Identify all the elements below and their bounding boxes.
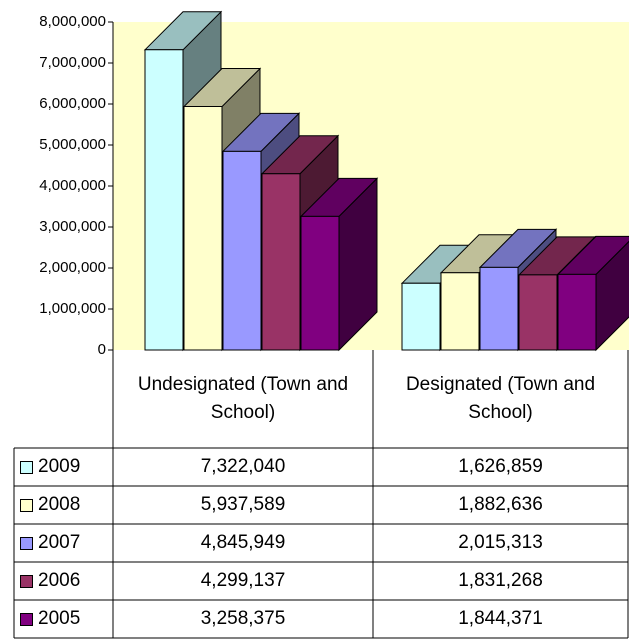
legend-label: 2006 — [38, 570, 81, 591]
bar-front — [222, 150, 262, 351]
legend-entry: 2007 — [14, 524, 113, 562]
bar-front — [518, 274, 558, 351]
table-value: 4,845,949 — [200, 532, 286, 553]
table-value: 1,626,859 — [458, 456, 543, 477]
legend-entry: 2006 — [14, 562, 113, 600]
table-value: 5,937,589 — [200, 494, 286, 515]
bar — [556, 235, 629, 352]
y-tick-label: 6,000,000 — [39, 95, 106, 112]
category-header: Undesignated (Town and School) — [137, 374, 349, 423]
bar-front — [183, 106, 223, 351]
legend-swatch — [20, 574, 33, 588]
y-tick-label: 1,000,000 — [39, 300, 106, 317]
table-value: 4,299,137 — [200, 570, 286, 591]
legend-label: 2008 — [38, 494, 81, 515]
y-tick-label: 7,000,000 — [39, 54, 106, 71]
legend-label: 2009 — [38, 456, 81, 477]
legend-label: 2007 — [38, 532, 81, 553]
bar-front — [401, 282, 441, 351]
y-tick-label: 2,000,000 — [39, 259, 106, 276]
bar-front — [261, 173, 301, 351]
table-value: 2,015,313 — [458, 532, 543, 553]
legend-entry: 2008 — [14, 486, 113, 524]
y-tick-label: 3,000,000 — [39, 218, 106, 235]
bar-front — [479, 266, 519, 351]
bar-front — [300, 215, 340, 351]
bar-front — [440, 272, 480, 351]
y-tick-label: 4,000,000 — [39, 177, 106, 194]
y-tick-label: 0 — [98, 341, 106, 358]
legend-swatch — [20, 460, 33, 474]
legend-swatch — [20, 498, 33, 512]
category-header: Designated (Town and School) — [405, 374, 596, 423]
legend-label: 2005 — [38, 608, 81, 629]
table-value: 1,882,636 — [458, 494, 543, 515]
table-value: 3,258,375 — [200, 608, 286, 629]
bar-front — [557, 273, 597, 351]
table-value: 1,831,268 — [458, 570, 543, 591]
table-value: 1,844,371 — [458, 608, 543, 629]
legend-entry: 2009 — [14, 448, 113, 486]
bar-front — [144, 49, 184, 351]
bar — [299, 177, 379, 352]
legend-entry: 2005 — [14, 600, 113, 638]
table-value: 7,322,040 — [200, 456, 286, 477]
legend-swatch — [20, 612, 33, 626]
legend-swatch — [20, 536, 33, 550]
y-tick-label: 5,000,000 — [39, 136, 106, 153]
y-tick-label: 8,000,000 — [39, 13, 106, 30]
